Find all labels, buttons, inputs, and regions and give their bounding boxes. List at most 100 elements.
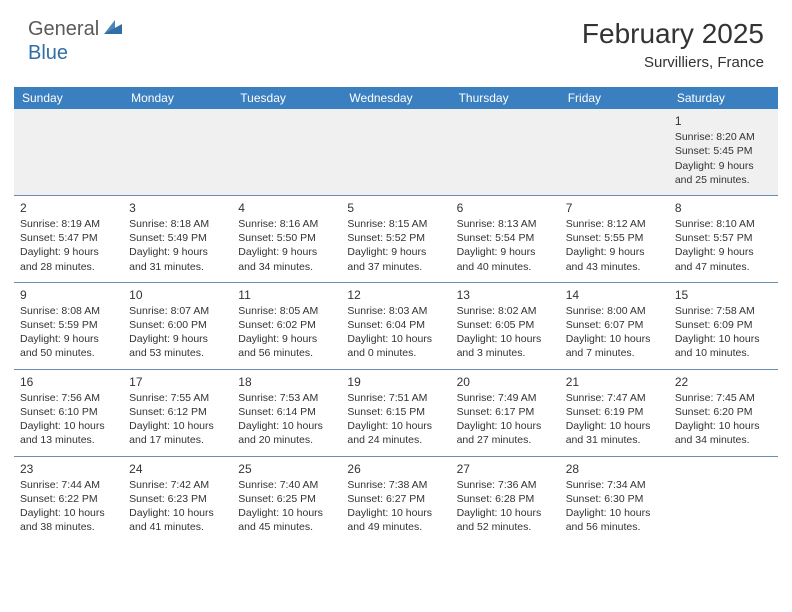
daylight-text: Daylight: 10 hours and 45 minutes. [238, 506, 335, 534]
day-cell: 28Sunrise: 7:34 AMSunset: 6:30 PMDayligh… [560, 457, 669, 543]
sunrise-text: Sunrise: 7:36 AM [457, 478, 554, 492]
logo-mark-icon [104, 20, 122, 39]
daylight-text: Daylight: 9 hours and 56 minutes. [238, 332, 335, 360]
day-cell: 6Sunrise: 8:13 AMSunset: 5:54 PMDaylight… [451, 196, 560, 282]
sunset-text: Sunset: 5:55 PM [566, 231, 663, 245]
day-cell: 1Sunrise: 8:20 AMSunset: 5:45 PMDaylight… [669, 109, 778, 195]
day-number: 13 [457, 287, 554, 303]
sunrise-text: Sunrise: 8:05 AM [238, 304, 335, 318]
day-cell: 8Sunrise: 8:10 AMSunset: 5:57 PMDaylight… [669, 196, 778, 282]
sunrise-text: Sunrise: 8:13 AM [457, 217, 554, 231]
dow-row: SundayMondayTuesdayWednesdayThursdayFrid… [14, 87, 778, 109]
daylight-text: Daylight: 10 hours and 27 minutes. [457, 419, 554, 447]
day-number: 19 [347, 374, 444, 390]
sunset-text: Sunset: 6:10 PM [20, 405, 117, 419]
daylight-text: Daylight: 10 hours and 41 minutes. [129, 506, 226, 534]
day-cell: 5Sunrise: 8:15 AMSunset: 5:52 PMDaylight… [341, 196, 450, 282]
title-block: February 2025 Survilliers, France [582, 18, 764, 71]
day-cell [669, 457, 778, 543]
month-title: February 2025 [582, 18, 764, 50]
logo: General [28, 18, 124, 41]
day-number: 16 [20, 374, 117, 390]
sunrise-text: Sunrise: 8:18 AM [129, 217, 226, 231]
day-cell [341, 109, 450, 195]
day-number: 22 [675, 374, 772, 390]
logo-sub: Blue [28, 42, 68, 65]
day-number: 17 [129, 374, 226, 390]
week-row: 1Sunrise: 8:20 AMSunset: 5:45 PMDaylight… [14, 109, 778, 195]
daylight-text: Daylight: 10 hours and 0 minutes. [347, 332, 444, 360]
day-cell: 21Sunrise: 7:47 AMSunset: 6:19 PMDayligh… [560, 370, 669, 456]
sunrise-text: Sunrise: 8:02 AM [457, 304, 554, 318]
sunset-text: Sunset: 6:09 PM [675, 318, 772, 332]
day-number: 2 [20, 200, 117, 216]
day-number: 11 [238, 287, 335, 303]
sunrise-text: Sunrise: 7:56 AM [20, 391, 117, 405]
weeks-container: 1Sunrise: 8:20 AMSunset: 5:45 PMDaylight… [14, 109, 778, 542]
sunrise-text: Sunrise: 8:15 AM [347, 217, 444, 231]
week-row: 23Sunrise: 7:44 AMSunset: 6:22 PMDayligh… [14, 456, 778, 543]
day-cell [451, 109, 560, 195]
daylight-text: Daylight: 9 hours and 28 minutes. [20, 245, 117, 273]
day-number: 8 [675, 200, 772, 216]
sunset-text: Sunset: 5:59 PM [20, 318, 117, 332]
daylight-text: Daylight: 10 hours and 13 minutes. [20, 419, 117, 447]
sunset-text: Sunset: 5:49 PM [129, 231, 226, 245]
day-number: 18 [238, 374, 335, 390]
daylight-text: Daylight: 10 hours and 17 minutes. [129, 419, 226, 447]
day-number: 1 [675, 113, 772, 129]
day-cell: 26Sunrise: 7:38 AMSunset: 6:27 PMDayligh… [341, 457, 450, 543]
day-number: 5 [347, 200, 444, 216]
sunrise-text: Sunrise: 7:44 AM [20, 478, 117, 492]
sunrise-text: Sunrise: 7:38 AM [347, 478, 444, 492]
sunrise-text: Sunrise: 8:03 AM [347, 304, 444, 318]
daylight-text: Daylight: 9 hours and 50 minutes. [20, 332, 117, 360]
sunrise-text: Sunrise: 7:58 AM [675, 304, 772, 318]
day-cell: 25Sunrise: 7:40 AMSunset: 6:25 PMDayligh… [232, 457, 341, 543]
calendar: SundayMondayTuesdayWednesdayThursdayFrid… [14, 87, 778, 542]
daylight-text: Daylight: 9 hours and 34 minutes. [238, 245, 335, 273]
day-cell: 18Sunrise: 7:53 AMSunset: 6:14 PMDayligh… [232, 370, 341, 456]
day-number: 3 [129, 200, 226, 216]
day-cell [232, 109, 341, 195]
day-cell: 10Sunrise: 8:07 AMSunset: 6:00 PMDayligh… [123, 283, 232, 369]
dow-cell: Friday [560, 87, 669, 109]
logo-text-general: General [28, 18, 99, 41]
day-number: 20 [457, 374, 554, 390]
week-row: 16Sunrise: 7:56 AMSunset: 6:10 PMDayligh… [14, 369, 778, 456]
daylight-text: Daylight: 10 hours and 38 minutes. [20, 506, 117, 534]
sunrise-text: Sunrise: 8:08 AM [20, 304, 117, 318]
day-number: 27 [457, 461, 554, 477]
day-cell: 19Sunrise: 7:51 AMSunset: 6:15 PMDayligh… [341, 370, 450, 456]
sunrise-text: Sunrise: 8:12 AM [566, 217, 663, 231]
sunrise-text: Sunrise: 7:53 AM [238, 391, 335, 405]
sunset-text: Sunset: 6:00 PM [129, 318, 226, 332]
sunrise-text: Sunrise: 7:55 AM [129, 391, 226, 405]
day-cell [560, 109, 669, 195]
day-number: 26 [347, 461, 444, 477]
dow-cell: Monday [123, 87, 232, 109]
daylight-text: Daylight: 10 hours and 49 minutes. [347, 506, 444, 534]
sunrise-text: Sunrise: 7:40 AM [238, 478, 335, 492]
day-number: 14 [566, 287, 663, 303]
day-cell: 2Sunrise: 8:19 AMSunset: 5:47 PMDaylight… [14, 196, 123, 282]
day-cell: 3Sunrise: 8:18 AMSunset: 5:49 PMDaylight… [123, 196, 232, 282]
dow-cell: Thursday [451, 87, 560, 109]
dow-cell: Tuesday [232, 87, 341, 109]
day-cell: 17Sunrise: 7:55 AMSunset: 6:12 PMDayligh… [123, 370, 232, 456]
day-number: 28 [566, 461, 663, 477]
day-cell: 7Sunrise: 8:12 AMSunset: 5:55 PMDaylight… [560, 196, 669, 282]
location: Survilliers, France [582, 54, 764, 71]
day-cell: 22Sunrise: 7:45 AMSunset: 6:20 PMDayligh… [669, 370, 778, 456]
day-cell: 20Sunrise: 7:49 AMSunset: 6:17 PMDayligh… [451, 370, 560, 456]
daylight-text: Daylight: 9 hours and 31 minutes. [129, 245, 226, 273]
sunset-text: Sunset: 5:54 PM [457, 231, 554, 245]
day-cell: 4Sunrise: 8:16 AMSunset: 5:50 PMDaylight… [232, 196, 341, 282]
sunset-text: Sunset: 6:25 PM [238, 492, 335, 506]
daylight-text: Daylight: 9 hours and 40 minutes. [457, 245, 554, 273]
day-cell: 24Sunrise: 7:42 AMSunset: 6:23 PMDayligh… [123, 457, 232, 543]
sunrise-text: Sunrise: 8:10 AM [675, 217, 772, 231]
day-number: 7 [566, 200, 663, 216]
dow-cell: Sunday [14, 87, 123, 109]
sunset-text: Sunset: 5:52 PM [347, 231, 444, 245]
